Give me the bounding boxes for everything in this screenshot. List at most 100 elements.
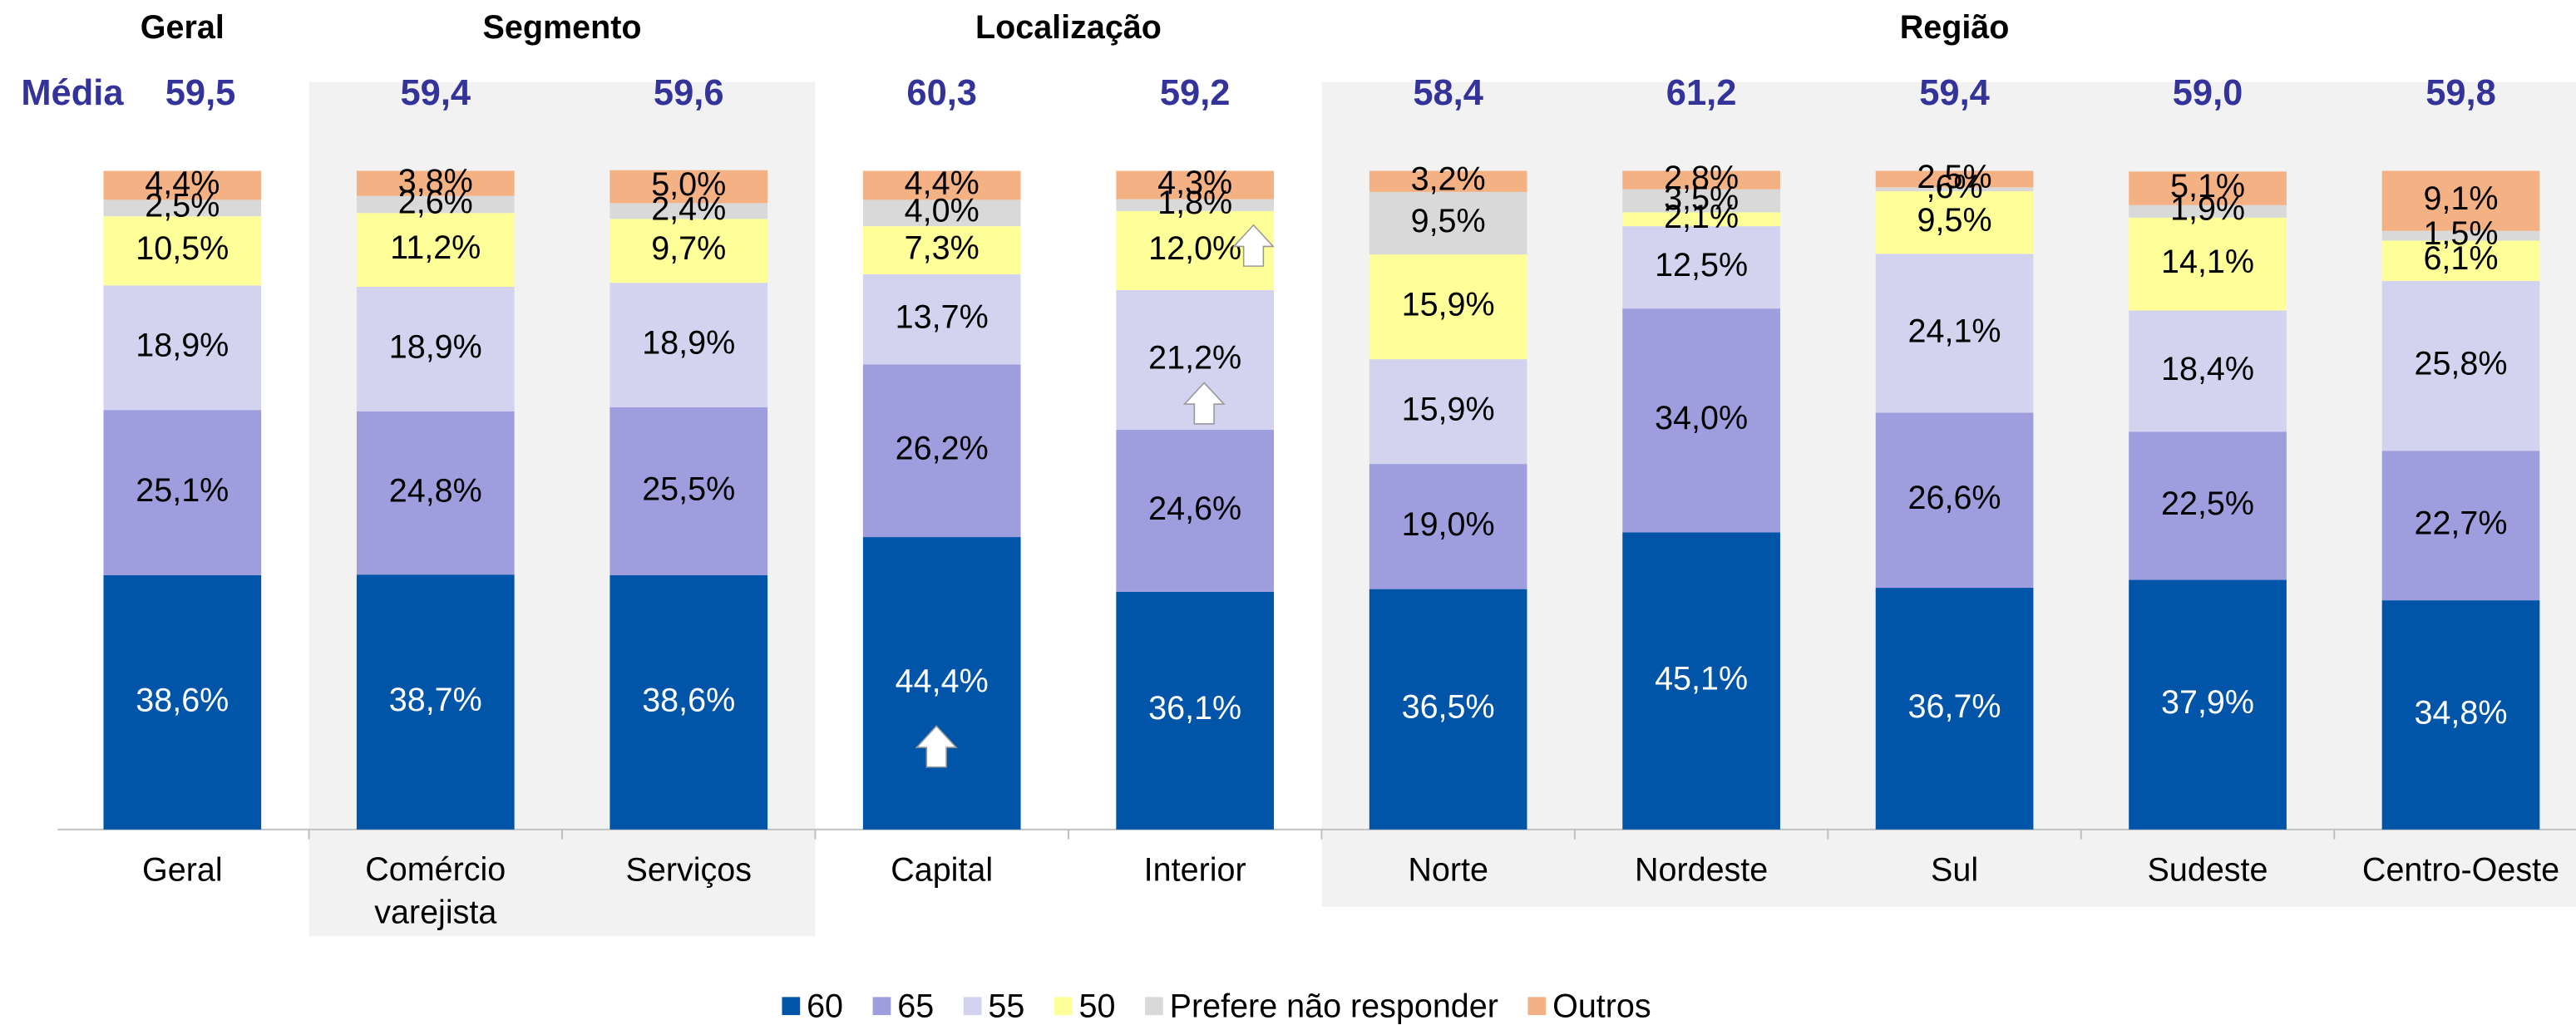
- bar-segment: [1875, 191, 2034, 254]
- data-label: 24,6%: [1148, 490, 1241, 527]
- bar-segment: [103, 170, 262, 200]
- bar-segment: [862, 273, 1021, 365]
- mean-value: 60,3: [906, 73, 977, 113]
- bar-segment: [1369, 359, 1527, 465]
- group-title: Região: [1900, 9, 2010, 46]
- data-label: 25,8%: [2414, 345, 2507, 382]
- bar-segment: [1116, 170, 1275, 200]
- data-label: 2,4%: [651, 190, 726, 227]
- data-label: 18,9%: [389, 328, 482, 365]
- legend-swatch: [963, 997, 982, 1016]
- data-label: 22,7%: [2414, 505, 2507, 542]
- bar-segment: [1622, 170, 1780, 190]
- group-title: Geral: [141, 9, 225, 46]
- bar-segment: [1875, 412, 2034, 589]
- legend-label: 50: [1079, 988, 1116, 1025]
- mean-value: 59,6: [654, 73, 724, 113]
- data-label: 2,5%: [1917, 159, 1992, 195]
- data-label: 9,5%: [1917, 202, 1992, 239]
- bar-segment: [356, 195, 515, 214]
- mean-value: 59,4: [400, 73, 471, 113]
- data-label: 4,0%: [905, 193, 980, 229]
- data-label: 5,0%: [651, 166, 726, 203]
- bar-segment: [2129, 171, 2287, 205]
- bar-segment: [103, 200, 262, 217]
- data-label: 36,5%: [1402, 689, 1495, 726]
- bar-segment: [356, 286, 515, 411]
- mean-value: 59,0: [2173, 73, 2243, 113]
- bar-segment: [356, 411, 515, 575]
- bar-segment: [862, 364, 1021, 538]
- legend: 60 65 55 50 Prefere não responder Outros: [782, 988, 1651, 1025]
- x-tick-label: Centro-Oeste: [2362, 852, 2559, 889]
- data-label: 26,2%: [896, 431, 989, 467]
- bar-segment: [103, 285, 262, 411]
- data-label: 9,7%: [651, 230, 726, 267]
- x-tick-label: Norte: [1408, 852, 1488, 889]
- bar-segment: [609, 407, 768, 576]
- legend-label: 65: [897, 988, 934, 1025]
- legend-swatch: [1527, 997, 1547, 1016]
- data-label: 12,5%: [1655, 247, 1748, 283]
- x-tick-label: Comércio varejista: [365, 852, 506, 931]
- bar-segment: [609, 575, 768, 830]
- significance-arrow: [1182, 382, 1226, 425]
- data-label: 9,5%: [1411, 203, 1486, 239]
- data-label: 1,8%: [1157, 185, 1232, 221]
- mean-value: 61,2: [1666, 73, 1737, 113]
- data-label: 25,1%: [136, 472, 229, 509]
- data-label: 38,7%: [389, 682, 482, 718]
- bar-segment: [609, 170, 768, 204]
- mean-value: 59,8: [2425, 73, 2496, 113]
- legend-swatch: [782, 997, 801, 1016]
- data-label: 34,0%: [1655, 400, 1748, 436]
- bar-segment: [2129, 205, 2287, 218]
- data-label: 7,3%: [905, 229, 980, 266]
- data-label: 25,5%: [642, 471, 735, 507]
- data-label: 4,4%: [905, 165, 980, 201]
- bar-segment: [862, 200, 1021, 227]
- data-label: 24,8%: [389, 472, 482, 509]
- bar-segment: [862, 226, 1021, 274]
- bar-segment: [1622, 212, 1780, 227]
- mean-value: 59,5: [165, 73, 236, 113]
- group-title: Segmento: [483, 9, 642, 46]
- mean-value: 59,4: [1919, 73, 1990, 113]
- bar-segment: [2129, 217, 2287, 311]
- data-label: 9,1%: [2423, 180, 2498, 217]
- data-label: 4,4%: [145, 165, 220, 201]
- data-label: 15,9%: [1402, 287, 1495, 323]
- bar-segment: [1116, 591, 1275, 830]
- data-label: 10,5%: [136, 230, 229, 267]
- bar-segment: [103, 575, 262, 830]
- legend-swatch: [872, 997, 891, 1016]
- data-label: 3,2%: [1411, 161, 1486, 198]
- data-label: 37,9%: [2161, 684, 2254, 721]
- data-label: 11,2%: [390, 229, 481, 266]
- bar-segment: [1622, 308, 1780, 533]
- bar-segment: [1875, 254, 2034, 413]
- data-label: 3,5%: [1664, 180, 1739, 217]
- data-label: 18,9%: [642, 325, 735, 362]
- x-tick-label: Serviços: [626, 852, 752, 889]
- data-label: 26,6%: [1908, 480, 2001, 516]
- data-label: 19,0%: [1402, 506, 1495, 543]
- data-label: 3,8%: [398, 163, 473, 200]
- bar-segment: [1369, 254, 1527, 360]
- legend-label: Outros: [1552, 988, 1651, 1025]
- legend-swatch: [1145, 997, 1163, 1016]
- data-label: 18,4%: [2161, 351, 2254, 387]
- data-label: 2,6%: [398, 184, 473, 220]
- bar-segment: [2129, 310, 2287, 432]
- bar-segment: [103, 216, 262, 286]
- bar-segment: [862, 170, 1021, 200]
- bar-segment: [103, 410, 262, 576]
- bar-segment: [1622, 189, 1780, 213]
- bar-segment: [2129, 431, 2287, 580]
- bar-segment: [2381, 451, 2540, 601]
- data-label: 1,9%: [2170, 191, 2245, 228]
- data-label: 1,5%: [2423, 215, 2498, 252]
- data-label: 21,2%: [1148, 339, 1241, 376]
- bar-segment: [2381, 280, 2540, 451]
